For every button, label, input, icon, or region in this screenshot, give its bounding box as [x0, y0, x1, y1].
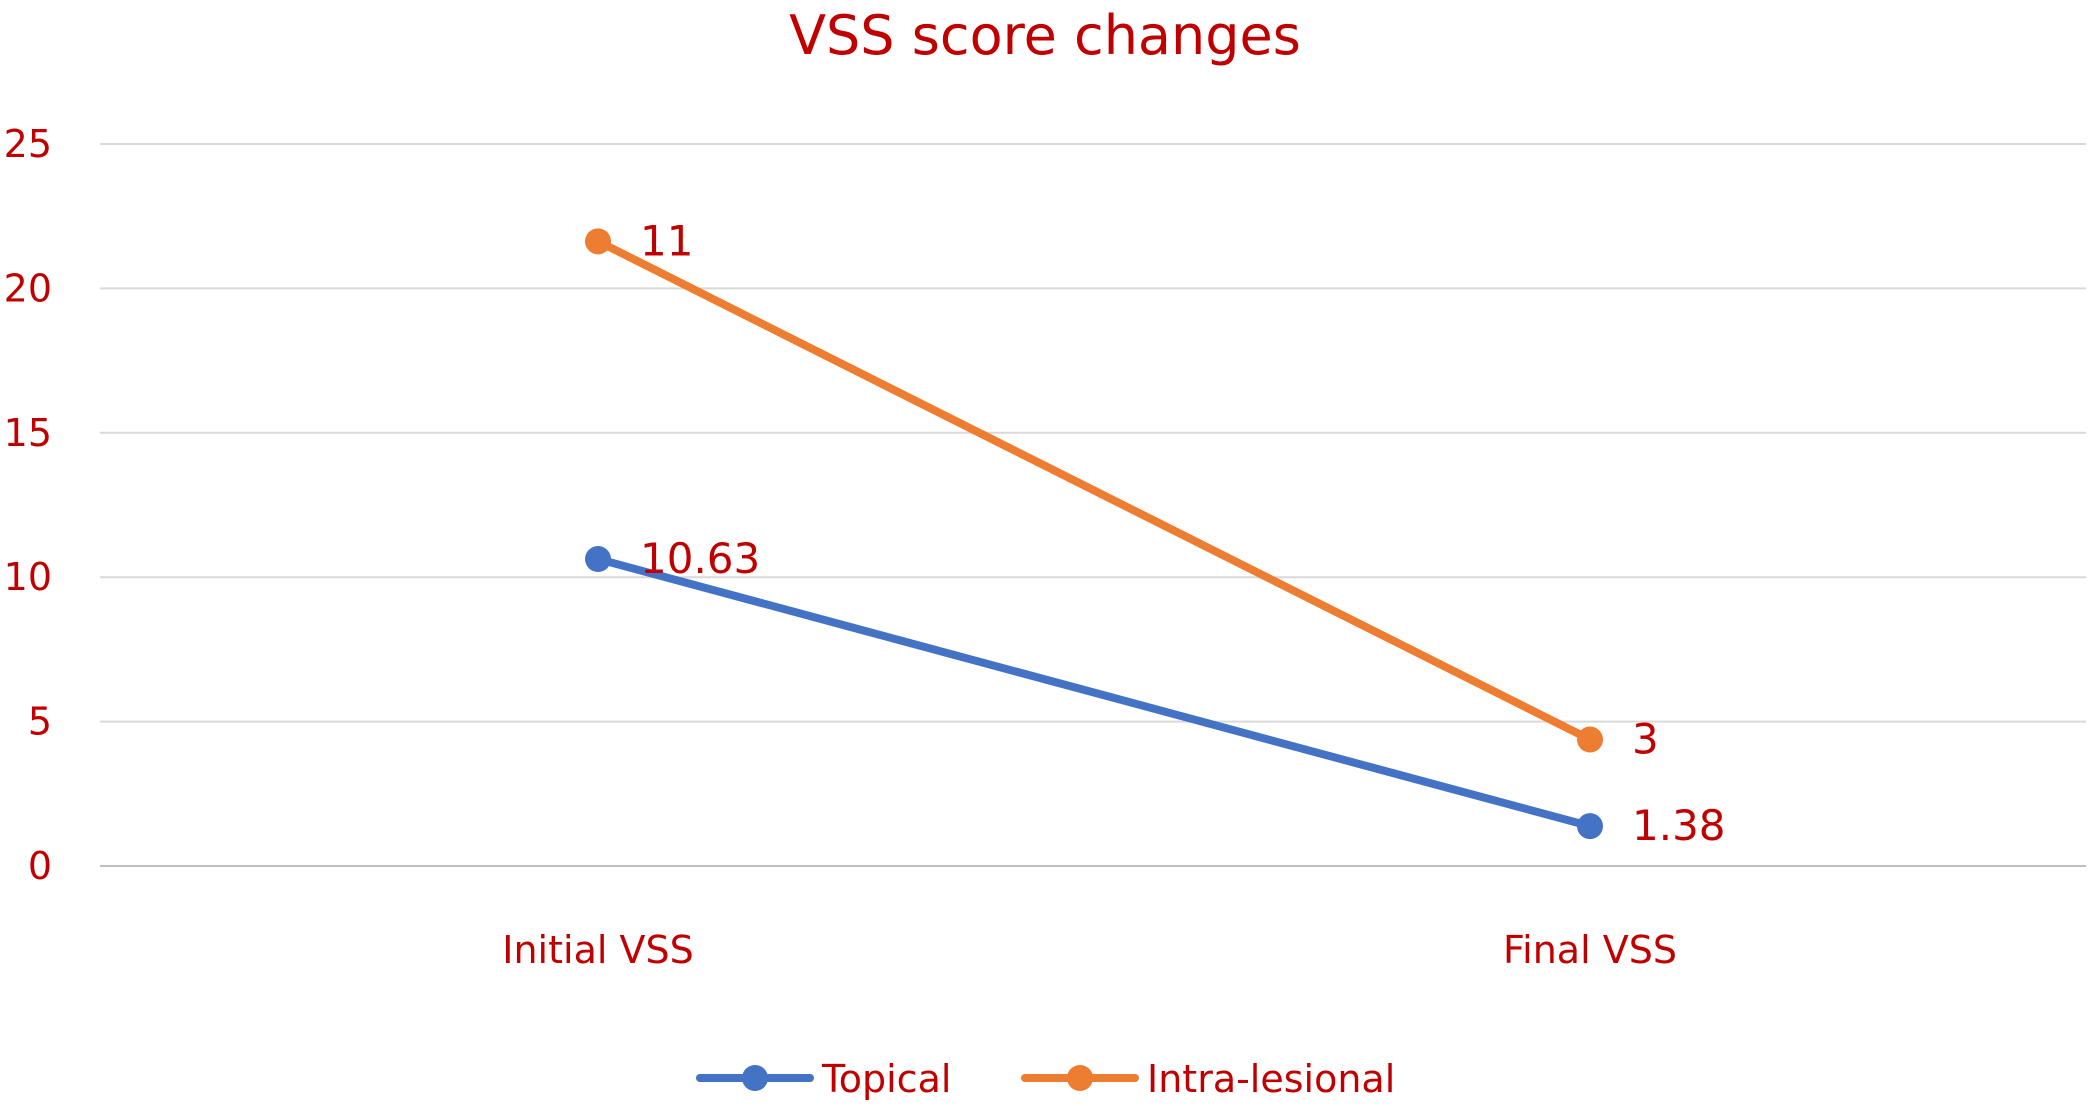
data-point [1577, 726, 1603, 753]
legend-marker [742, 1065, 768, 1091]
y-tick-label: 0 [28, 844, 52, 888]
data-point [1577, 813, 1603, 840]
data-label: 10.63 [640, 534, 760, 583]
y-tick-label: 10 [4, 555, 52, 599]
chart-title: VSS score changes [789, 4, 1301, 67]
y-tick-label: 15 [4, 411, 52, 455]
data-label: 3 [1632, 715, 1659, 764]
data-point [585, 228, 611, 255]
y-tick-label: 5 [28, 700, 52, 744]
x-axis-categories: Initial VSS Final VSS [502, 928, 1677, 972]
series-line [594, 237, 1594, 744]
legend-label: Topical [821, 1057, 951, 1101]
data-point [585, 546, 611, 573]
y-tick-label: 20 [4, 266, 52, 310]
legend-label: Intra-lesional [1147, 1057, 1395, 1101]
data-label: 11 [640, 216, 693, 265]
x-category-label: Final VSS [1503, 928, 1677, 972]
gridlines [100, 143, 2086, 867]
data-label: 1.38 [1632, 801, 1726, 850]
y-tick-label: 25 [4, 122, 52, 166]
series-lines [585, 228, 1603, 840]
legend-marker [1067, 1065, 1093, 1091]
series-line [594, 555, 1594, 831]
y-axis-ticks: 0 5 10 15 20 25 [4, 122, 52, 888]
data-labels: 10.63 1.38 11 3 [640, 216, 1726, 850]
x-category-label: Initial VSS [502, 928, 693, 972]
legend: Topical Intra-lesional [696, 1057, 1395, 1101]
